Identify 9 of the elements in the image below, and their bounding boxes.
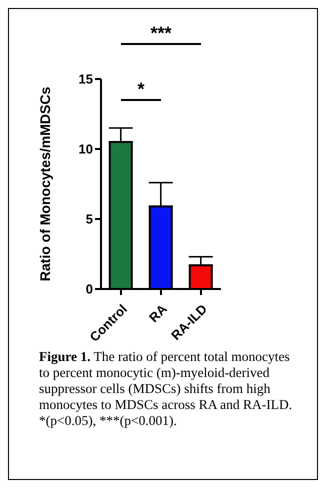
y-tick-label: 5 <box>86 212 93 227</box>
y-tick-label: 10 <box>78 142 93 157</box>
caption: Figure 1. <box>39 349 90 364</box>
annotation: * <box>137 79 145 99</box>
x-tick-label: RA <box>146 300 170 326</box>
y-tick-label: 15 <box>78 72 93 87</box>
y-axis-title: Ratio of Monocytes/mMDSCs <box>36 86 53 282</box>
y-tick-label: 0 <box>86 282 93 297</box>
text: *** <box>150 23 172 43</box>
